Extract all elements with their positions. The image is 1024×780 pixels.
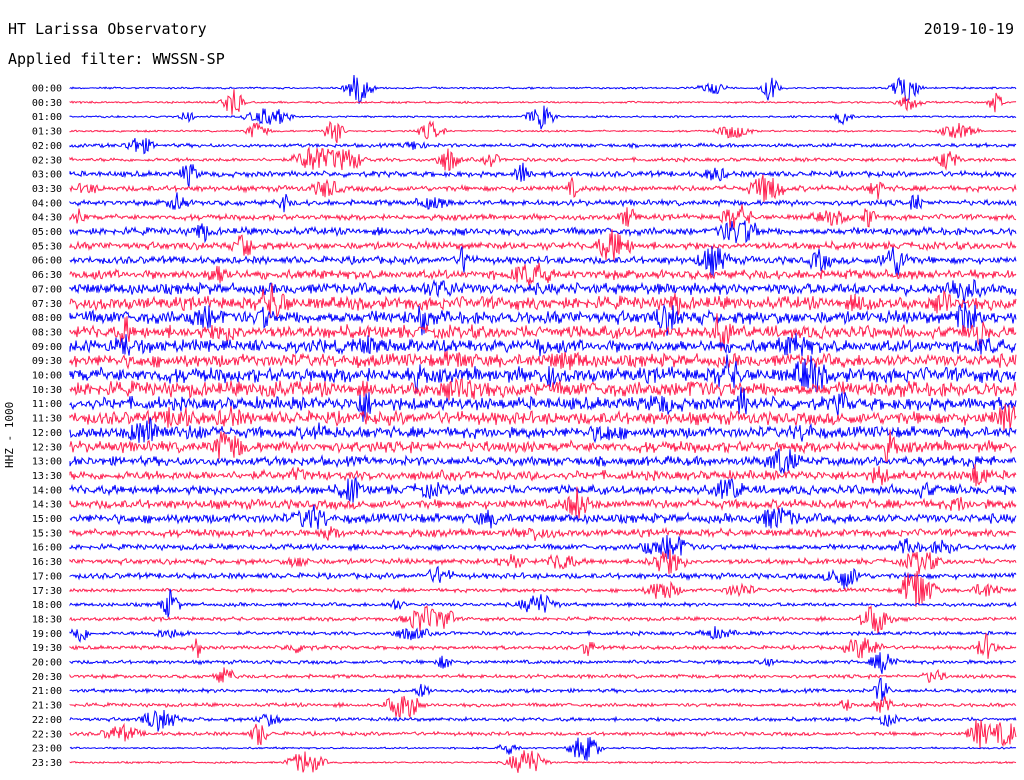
trace-line <box>69 246 1017 278</box>
row-time-label: 13:00 <box>32 457 62 468</box>
row-time-label: 03:00 <box>32 170 62 181</box>
row-time-label: 00:30 <box>32 98 62 109</box>
trace-line <box>69 652 1017 674</box>
trace-line <box>69 386 1017 422</box>
row-time-label: 08:30 <box>32 327 62 338</box>
station-title: HT Larissa Observatory <box>8 20 207 38</box>
row-time-label: 15:30 <box>32 528 62 539</box>
trace-line <box>69 192 1017 213</box>
row-time-label: 22:00 <box>32 715 62 726</box>
trace-line <box>69 719 1017 750</box>
trace-line <box>69 105 1017 130</box>
trace-line <box>69 145 1017 172</box>
trace-line <box>69 695 1017 719</box>
trace-line <box>69 89 1017 115</box>
row-time-label: 01:30 <box>32 127 62 138</box>
row-time-label: 10:30 <box>32 385 62 396</box>
trace-line <box>69 588 1017 618</box>
row-time-label: 17:30 <box>32 586 62 597</box>
row-time-label: 14:30 <box>32 500 62 511</box>
trace-line <box>69 448 1017 475</box>
row-time-label: 09:30 <box>32 356 62 367</box>
trace-line <box>69 677 1017 701</box>
row-time-label: 23:00 <box>32 744 62 755</box>
filter-label: Applied filter: WWSSN-SP <box>8 50 225 68</box>
trace-line <box>69 162 1017 188</box>
row-time-label: 20:00 <box>32 658 62 669</box>
row-time-label: 13:30 <box>32 471 62 482</box>
row-time-label: 08:00 <box>32 313 62 324</box>
row-time-label: 11:00 <box>32 399 62 410</box>
trace-line <box>69 486 1017 519</box>
trace-line <box>69 570 1017 607</box>
trace-line <box>69 229 1017 262</box>
row-time-label: 00:00 <box>32 84 62 95</box>
trace-line <box>69 632 1017 659</box>
trace-line <box>69 137 1017 155</box>
trace-line <box>69 174 1017 203</box>
trace-line <box>69 626 1017 643</box>
trace-line <box>69 283 1017 319</box>
row-time-label: 03:30 <box>32 184 62 195</box>
trace-line <box>69 429 1017 464</box>
row-time-label: 19:00 <box>32 629 62 640</box>
trace-line <box>69 667 1017 684</box>
row-time-label: 22:30 <box>32 729 62 740</box>
row-time-label: 14:00 <box>32 485 62 496</box>
row-time-label: 18:00 <box>32 600 62 611</box>
trace-line <box>69 350 1017 371</box>
row-time-label: 19:30 <box>32 643 62 654</box>
row-time-label: 07:00 <box>32 284 62 295</box>
row-time-label: 17:00 <box>32 571 62 582</box>
trace-line <box>69 75 1017 104</box>
row-time-label: 02:00 <box>32 141 62 152</box>
row-time-label: 09:00 <box>32 342 62 353</box>
trace-line <box>69 476 1017 503</box>
row-time-label: 06:30 <box>32 270 62 281</box>
trace-line <box>69 709 1017 732</box>
row-time-label: 02:30 <box>32 155 62 166</box>
row-time-label: 12:30 <box>32 442 62 453</box>
row-time-label: 04:00 <box>32 198 62 209</box>
trace-line <box>69 737 1016 761</box>
trace-line <box>69 417 1017 444</box>
row-time-label: 01:00 <box>32 112 62 123</box>
row-time-label: 21:30 <box>32 701 62 712</box>
trace-line <box>69 204 1017 230</box>
row-time-label: 07:30 <box>32 299 62 310</box>
trace-line <box>69 278 1017 304</box>
trace-line <box>69 535 1017 559</box>
trace-line <box>69 262 1017 286</box>
trace-line <box>69 526 1017 542</box>
row-time-label: 06:00 <box>32 256 62 267</box>
row-time-label: 16:30 <box>32 557 62 568</box>
trace-line <box>69 404 1017 432</box>
trace-line <box>69 220 1017 244</box>
row-time-label: 05:30 <box>32 241 62 252</box>
row-time-label: 15:00 <box>32 514 62 525</box>
row-time-label: 16:00 <box>32 543 62 554</box>
trace-line <box>69 750 1017 773</box>
trace-line <box>69 463 1017 487</box>
trace-line <box>69 333 1017 357</box>
trace-line <box>69 565 1017 590</box>
row-time-label: 05:00 <box>32 227 62 238</box>
row-time-label: 12:00 <box>32 428 62 439</box>
trace-line <box>69 549 1017 575</box>
trace-line <box>69 604 1017 634</box>
row-time-label: 23:30 <box>32 758 62 769</box>
row-time-label: 10:00 <box>32 371 62 382</box>
trace-line <box>69 377 1017 401</box>
trace-line <box>69 120 1017 144</box>
row-time-label: 11:30 <box>32 414 62 425</box>
row-time-label: 04:30 <box>32 213 62 224</box>
trace-line <box>69 354 1017 394</box>
row-time-label: 20:30 <box>32 672 62 683</box>
date-label: 2019-10-19 <box>923 20 1014 38</box>
trace-line <box>69 504 1017 530</box>
trace-line <box>69 302 1017 336</box>
row-time-label: 18:30 <box>32 614 62 625</box>
row-time-label: 21:00 <box>32 686 62 697</box>
